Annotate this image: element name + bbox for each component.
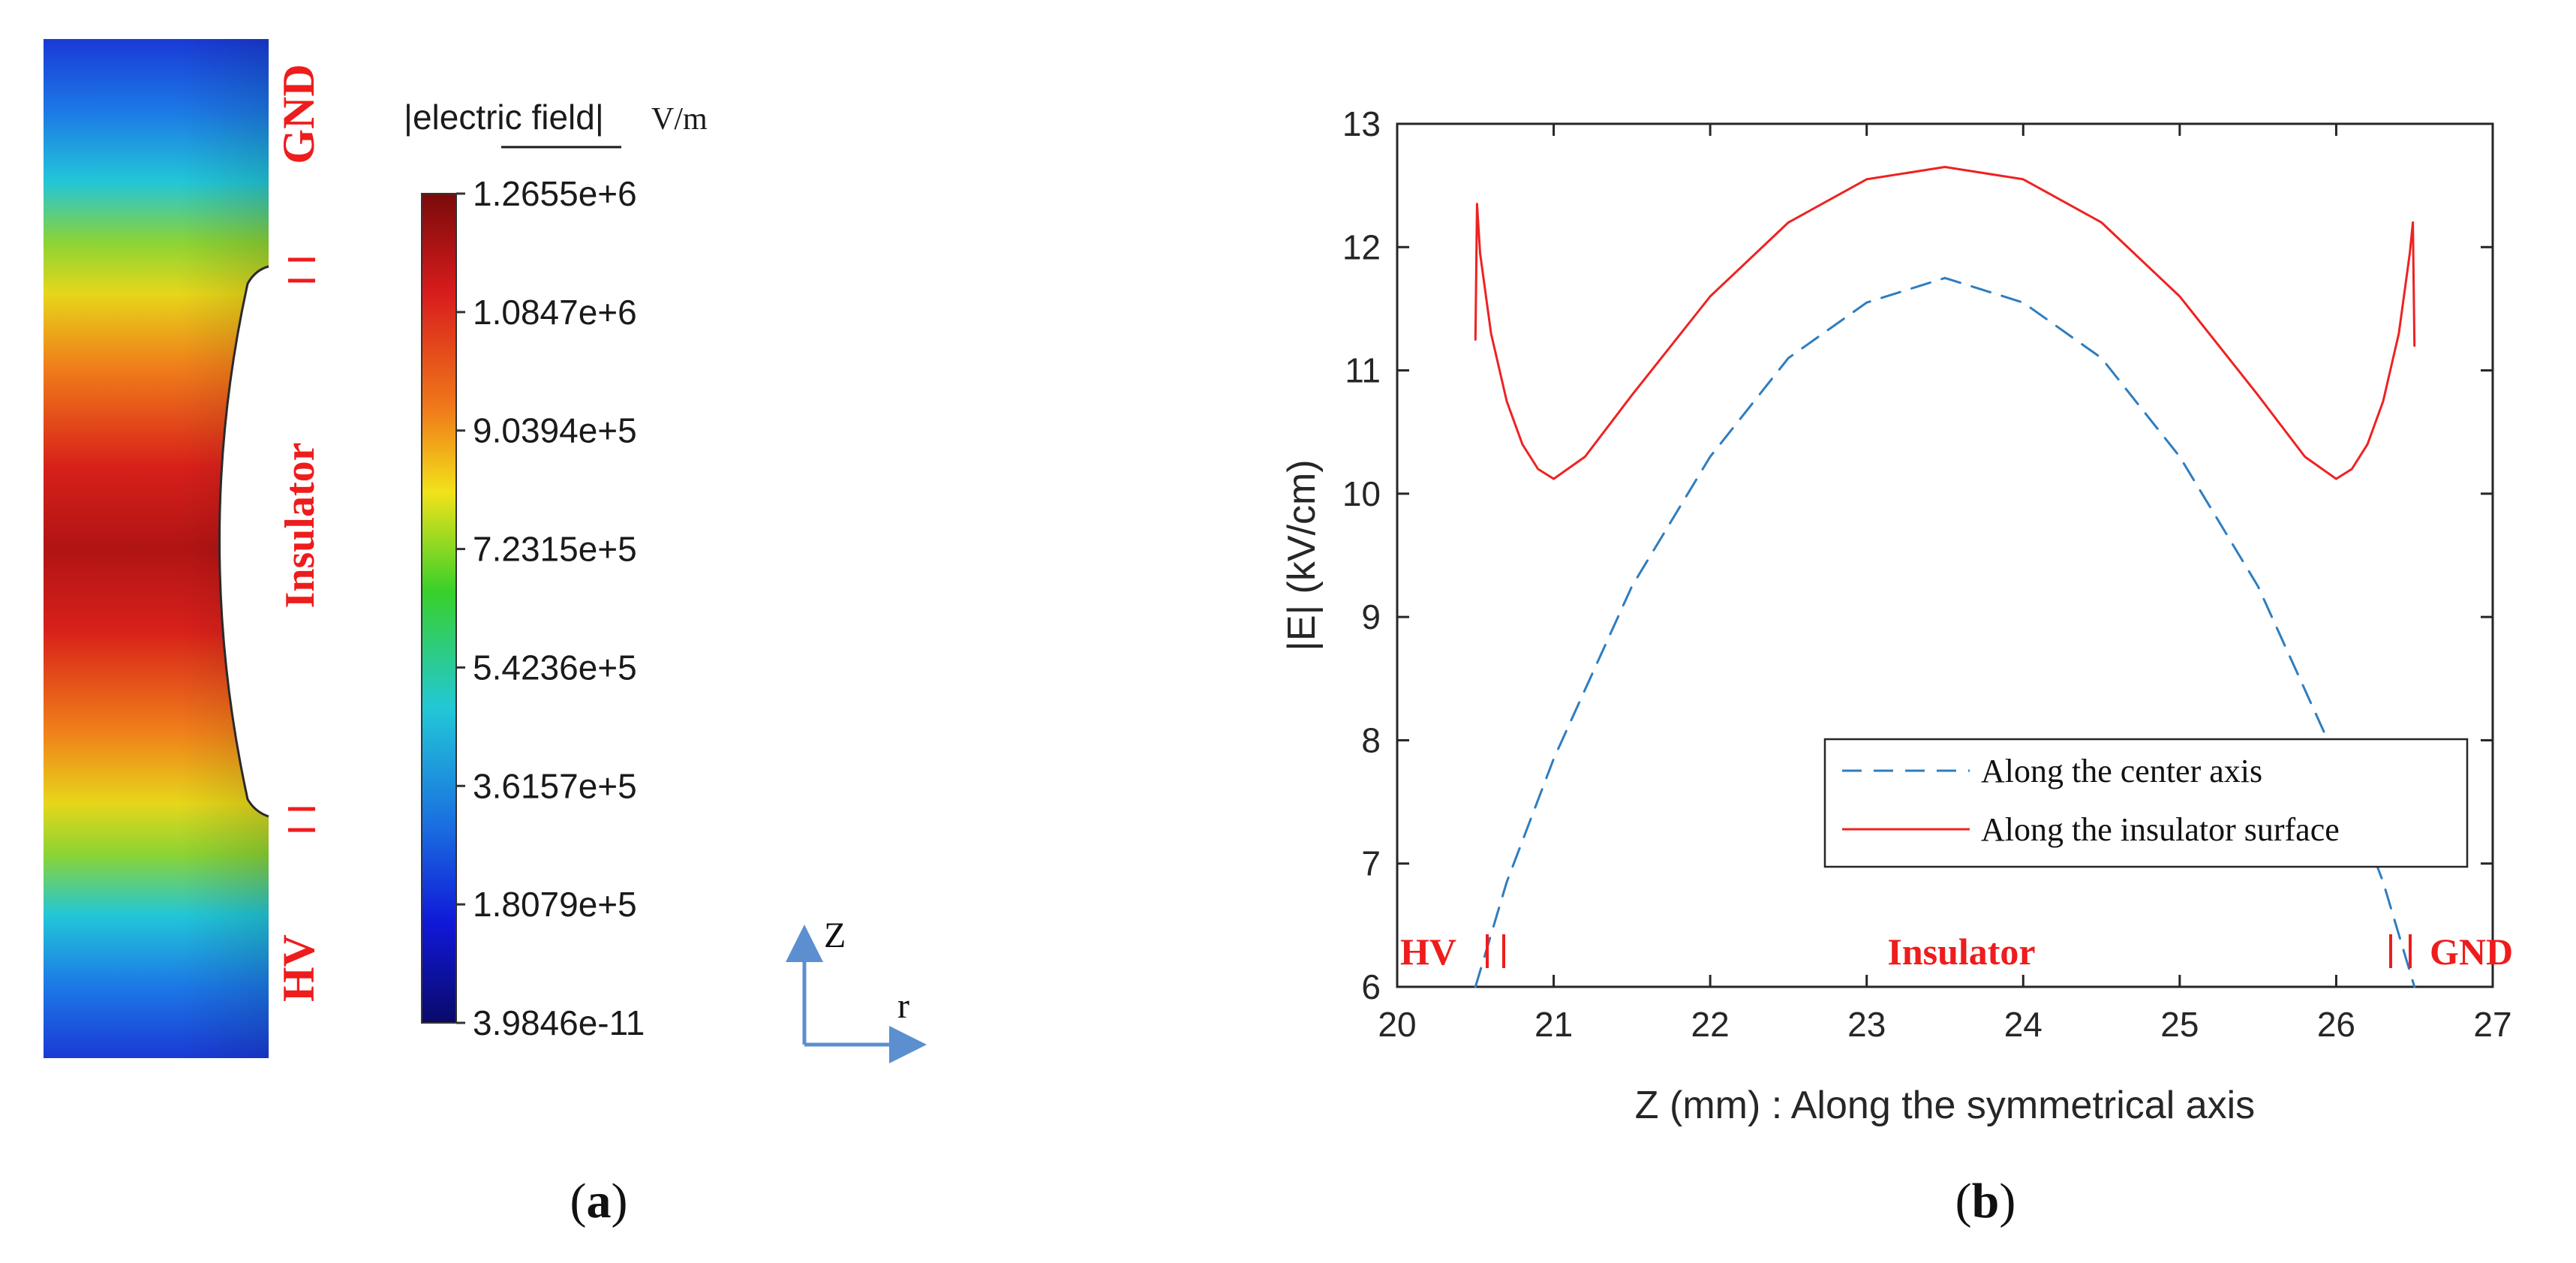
series-line-center-axis [1474, 276, 2416, 988]
hv-region-label: HV [1400, 931, 1456, 973]
hv-insulator-boundary-marker [288, 807, 315, 832]
y-tick-label: 9 [1361, 597, 1381, 636]
x-tick-label: 27 [2473, 1005, 2511, 1044]
y-axis-title: |E| (kV/cm) [1280, 459, 1324, 651]
gnd-region-label: GND [2430, 931, 2513, 973]
y-tick-label: 11 [1345, 351, 1381, 390]
x-tick-label: 23 [1847, 1005, 1886, 1044]
insulator-label: Insulator [277, 443, 323, 609]
x-tick-label: 25 [2160, 1005, 2199, 1044]
insulator-region-label: Insulator [1887, 931, 2035, 973]
x-tick-label: 20 [1378, 1005, 1416, 1044]
x-axis-title: Z (mm) : Along the symmetrical axis [1635, 1084, 2255, 1127]
coordinate-axes-glyph: Z r [786, 916, 927, 1063]
legend-box [1823, 738, 2469, 868]
y-tick-label: 7 [1361, 844, 1381, 883]
y-tick-label: 8 [1361, 720, 1381, 759]
panel-b-label: (b) [1955, 1174, 2016, 1228]
colorbar-tick-label: 1.8079e+5 [473, 885, 637, 924]
x-tick-label: 26 [2317, 1005, 2355, 1044]
hv-label: HV [274, 934, 323, 1002]
y-tick-label: 6 [1361, 967, 1381, 1006]
x-tick-label: 22 [1691, 1005, 1730, 1044]
series-layer [1474, 166, 2416, 988]
colorbar-tick-label: 9.0394e+5 [473, 411, 637, 450]
insulator-boundary [218, 265, 269, 818]
field-map-shading [44, 39, 269, 1058]
panel-a-field-map: GND Insulator HV |electric field| V/m 1.… [44, 39, 927, 1228]
legend-label-insulator-surface: Along the insulator surface [1981, 811, 2340, 848]
hv-region-marker [1486, 934, 1505, 968]
r-axis-glyph-label: r [897, 986, 909, 1026]
legend-label-center-axis: Along the center axis [1981, 753, 2262, 789]
panel-a-label: (a) [570, 1174, 628, 1228]
gnd-label: GND [274, 64, 323, 164]
colorbar-tick-label: 7.2315e+5 [473, 530, 637, 569]
colorbar-tick-label: 1.2655e+6 [473, 174, 637, 213]
y-axis-ticks: 6 7 8 9 10 11 12 13 [1342, 104, 2493, 1006]
colorbar [421, 193, 457, 1024]
colorbar-ticks: 1.2655e+6 1.0847e+6 9.0394e+5 7.2315e+5 5.42… [456, 174, 645, 1042]
gnd-insulator-boundary-marker [288, 257, 315, 283]
colorbar-tick-label: 3.9846e-11 [473, 1003, 645, 1042]
y-tick-label: 12 [1342, 227, 1381, 266]
legend: Along the center axis Along the insulato… [1823, 738, 2469, 868]
y-tick-label: 13 [1342, 104, 1381, 143]
y-tick-label: 10 [1342, 474, 1381, 513]
series-line-insulator-surface [1474, 166, 2416, 480]
colorbar-tick-label: 3.6157e+5 [473, 766, 637, 805]
x-tick-label: 24 [2004, 1005, 2042, 1044]
x-tick-label: 21 [1534, 1005, 1573, 1044]
colorbar-tick-label: 5.4236e+5 [473, 648, 637, 687]
x-axis-ticks: 20 21 22 23 24 25 26 27 [1378, 124, 2512, 1044]
colorbar-tick-label: 1.0847e+6 [473, 293, 637, 332]
gnd-region-marker [2389, 934, 2412, 968]
z-axis-glyph-label: Z [824, 916, 846, 955]
colorbar-title: |electric field| [404, 98, 604, 137]
colorbar-unit: V/m [651, 102, 708, 137]
panel-b-line-chart: 6 7 8 9 10 11 12 13 20 21 22 23 24 25 26 27 |E| (kV/cm… [1280, 104, 2513, 1228]
